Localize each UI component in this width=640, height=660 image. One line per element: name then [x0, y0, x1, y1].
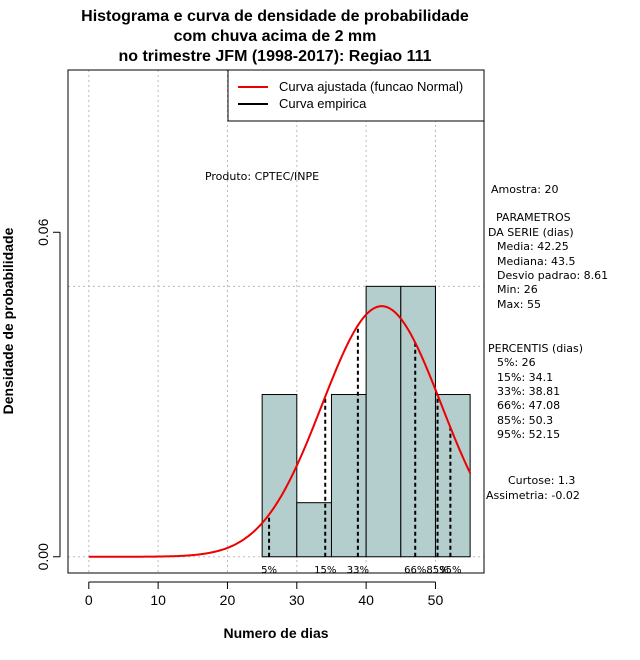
- x-tick-label-30: 30: [289, 592, 305, 608]
- stat-assimetria: Assimetria: -0.02: [486, 489, 580, 502]
- chart-title-line-3: no trimestre JFM (1998-2017): Regiao 111: [118, 48, 431, 65]
- percentile-label-85pct: 85%: [426, 565, 448, 576]
- stats-panel: Amostra: 20 PARAMETROS DA SERIE (dias) M…: [486, 183, 608, 502]
- x-tick-label-10: 10: [150, 592, 166, 608]
- percentile-label-33pct: 33%: [347, 565, 369, 576]
- stat-p33: 33%: 38.81: [497, 385, 560, 398]
- stat-min: Min: 26: [497, 283, 538, 296]
- stat-amostra: Amostra: 20: [491, 183, 558, 196]
- percentile-lines: 5% 15% 33% 66% 85%95%: [261, 325, 461, 576]
- x-axis-label: Numero de dias: [223, 625, 328, 641]
- stat-param-title-2: DA SERIE (dias): [488, 226, 574, 239]
- legend-box: [227, 69, 485, 122]
- stat-desvio: Desvio padrao: 8.61: [497, 269, 608, 282]
- normal-density-curve: [88, 305, 472, 558]
- stat-p15: 15%: 34.1: [497, 371, 553, 384]
- legend-label-empirical: Curva empirica: [279, 96, 367, 111]
- stat-max: Max: 55: [497, 298, 541, 311]
- legend: Curva ajustada (funcao Normal) Curva emp…: [227, 69, 485, 122]
- product-note: Produto: CPTEC/INPE: [205, 170, 319, 183]
- stat-mediana: Mediana: 43.5: [497, 255, 575, 268]
- percentile-label-66pct: 66%: [404, 565, 426, 576]
- chart-title-line-2: com chuva acima de 2 mm: [174, 28, 377, 45]
- stat-percentis-title: PERCENTIS (dias): [488, 342, 583, 355]
- y-axis-label: Densidade de probabilidade: [0, 227, 16, 414]
- stat-p95: 95%: 52.15: [497, 428, 560, 441]
- histogram-bar-3: [330, 394, 367, 558]
- histogram-bar-5: [400, 285, 436, 558]
- x-tick-label-0: 0: [85, 592, 93, 608]
- stat-p85: 85%: 50.3: [497, 414, 553, 427]
- histogram-bar-6: [434, 394, 471, 558]
- x-tick-label-40: 40: [358, 592, 374, 608]
- histogram-bar-2: [296, 502, 332, 558]
- histogram-bar-4: [365, 285, 402, 558]
- histogram-bars: [261, 285, 471, 558]
- stat-curtose: Curtose: 1.3: [508, 474, 575, 487]
- normal-curve: [88, 305, 472, 558]
- stat-p66: 66%: 47.08: [497, 399, 560, 412]
- axes: 0 10 20 30 40 50 0.00 0.06: [35, 218, 443, 608]
- x-tick-label-50: 50: [428, 592, 444, 608]
- stat-p5: 5%: 26: [497, 356, 536, 369]
- y-tick-label-1: 0.06: [35, 218, 51, 245]
- percentile-label-95pct: 95%: [439, 565, 461, 576]
- x-tick-label-20: 20: [220, 592, 236, 608]
- y-tick-label-0: 0.00: [35, 543, 51, 570]
- stat-param-title-1: PARAMETROS: [496, 211, 571, 224]
- chart-title-line-1: Histograma e curva de densidade de proba…: [81, 8, 469, 25]
- stat-media: Media: 42.25: [497, 240, 569, 253]
- legend-label-curve: Curva ajustada (funcao Normal): [279, 79, 463, 94]
- percentile-label-5pct: 5%: [261, 565, 277, 576]
- percentile-label-15pct: 15%: [314, 565, 336, 576]
